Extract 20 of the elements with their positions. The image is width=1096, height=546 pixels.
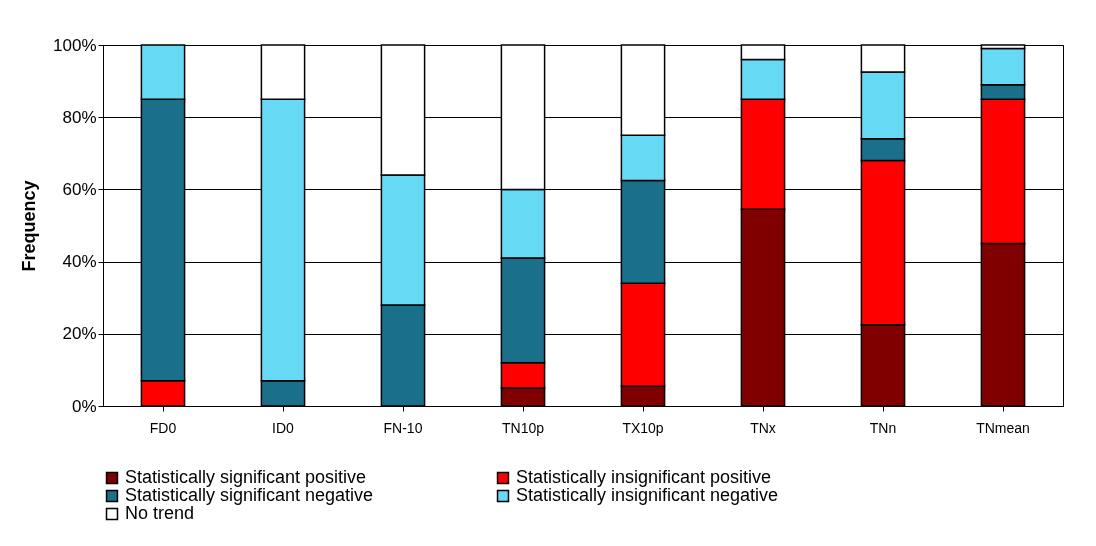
y-tick-label: 20%: [62, 324, 97, 344]
y-tick-label: 0%: [71, 396, 97, 416]
y-axis-title: Frequency: [19, 180, 40, 272]
x-tick-label: FN-10: [383, 419, 423, 436]
x-tick-label: TNx: [750, 419, 776, 436]
legend-label: Statistically significant positive: [125, 467, 367, 487]
y-tick-label: 80%: [62, 107, 97, 127]
x-tick-label: TNmean: [976, 419, 1030, 436]
x-tick-label: ID0: [272, 419, 295, 436]
legend-label: No trend: [125, 503, 195, 523]
y-tick-label: 60%: [62, 179, 97, 199]
legend-label: Statistically insignificant positive: [516, 467, 772, 487]
legend-label: Statistically insignificant negative: [516, 485, 779, 505]
y-tick-label: 40%: [62, 252, 97, 272]
x-tick-label: TN10p: [501, 419, 545, 436]
x-tick-label: TNn: [869, 419, 897, 436]
x-tick-label: FD0: [149, 419, 177, 436]
x-tick-label: TX10p: [622, 419, 664, 436]
y-tick-label: 100%: [53, 35, 97, 55]
legend-label: Statistically significant negative: [125, 485, 374, 505]
